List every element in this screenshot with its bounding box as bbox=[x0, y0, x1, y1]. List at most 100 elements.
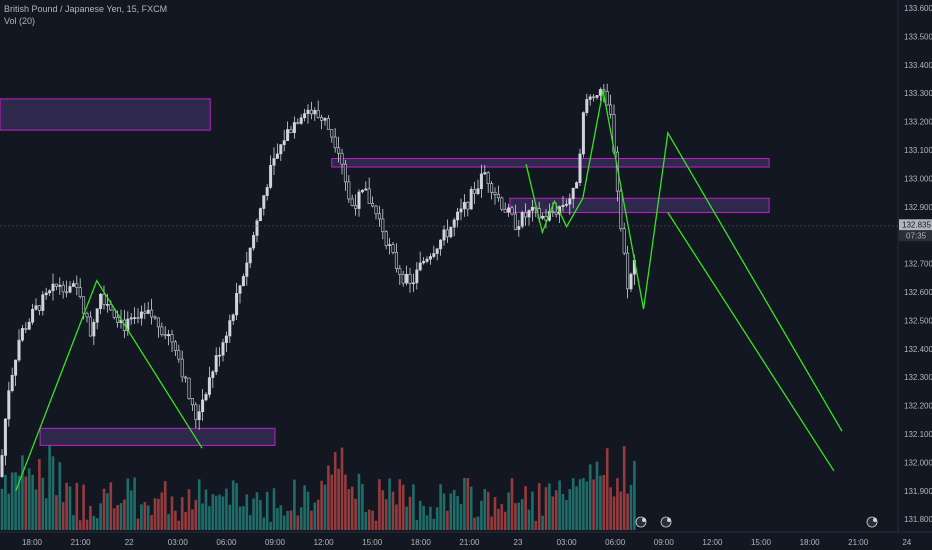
volume-bar bbox=[191, 509, 194, 530]
candle-body bbox=[51, 283, 55, 292]
volume-bar bbox=[7, 493, 11, 530]
volume-bar bbox=[571, 478, 575, 530]
price-axis[interactable]: 133.600 133.500 133.400 133.300 133.200 133.1… bbox=[904, 4, 932, 524]
volume-bar bbox=[58, 462, 62, 530]
candle-body bbox=[245, 262, 249, 277]
price-tick-label: 131.800 bbox=[904, 515, 932, 524]
economic-event-icon[interactable] bbox=[866, 516, 878, 528]
volume-bar bbox=[327, 465, 330, 530]
time-tick-label: 09:00 bbox=[654, 538, 675, 547]
zone-rectangle[interactable] bbox=[0, 98, 211, 131]
candle-body bbox=[150, 309, 154, 318]
projection-line[interactable] bbox=[525, 90, 843, 432]
candle-body bbox=[629, 273, 633, 290]
volume-bar bbox=[544, 487, 548, 530]
candle-body bbox=[306, 109, 310, 114]
volume-bar bbox=[303, 485, 306, 530]
zone-rectangle[interactable] bbox=[509, 197, 770, 213]
candle-body bbox=[24, 328, 28, 330]
price-tick-label: 132.600 bbox=[904, 288, 932, 297]
zone-rectangle[interactable] bbox=[331, 158, 770, 168]
candle-body bbox=[456, 211, 460, 221]
volume-bar bbox=[72, 515, 75, 530]
time-tick-label: 06:00 bbox=[216, 538, 237, 547]
volume-bar bbox=[364, 512, 368, 530]
volume-bar bbox=[31, 474, 34, 530]
candle-body bbox=[507, 207, 511, 213]
volume-bar bbox=[153, 498, 157, 530]
bar-countdown-label: 07:35 bbox=[906, 231, 927, 240]
candle-body bbox=[323, 118, 327, 121]
candle-body bbox=[445, 229, 449, 238]
candle-body bbox=[619, 190, 623, 230]
current-price-label: 132.835 bbox=[902, 220, 931, 229]
volume-bar bbox=[286, 510, 289, 530]
volume-bar bbox=[157, 498, 160, 530]
volume-bar bbox=[310, 510, 313, 530]
candle-body bbox=[275, 153, 279, 159]
volume-bar bbox=[21, 455, 24, 530]
volume-bar bbox=[347, 489, 351, 530]
candle-body bbox=[405, 273, 409, 284]
volume-bar bbox=[150, 515, 153, 530]
volume-bar bbox=[92, 515, 96, 530]
candle-body bbox=[503, 208, 507, 213]
economic-event-icon[interactable] bbox=[635, 516, 647, 528]
candle-body bbox=[326, 118, 330, 130]
candle-body bbox=[296, 122, 300, 124]
candle-body bbox=[14, 359, 18, 376]
candle-body bbox=[354, 205, 358, 209]
projection-line[interactable] bbox=[15, 279, 203, 492]
volume-bar bbox=[228, 504, 232, 530]
volume-bar bbox=[211, 494, 215, 530]
candle-body bbox=[136, 317, 140, 319]
volume-bar bbox=[531, 491, 534, 530]
volume-bar bbox=[371, 510, 374, 530]
candle-body bbox=[17, 339, 21, 361]
time-tick-label: 22 bbox=[125, 538, 134, 547]
volume-bar bbox=[34, 489, 38, 530]
volume-bar bbox=[296, 515, 300, 530]
volume-bar bbox=[456, 496, 459, 530]
volume-bar bbox=[146, 505, 150, 530]
candle-body bbox=[394, 252, 398, 269]
economic-event-icon[interactable] bbox=[660, 516, 672, 528]
time-axis[interactable]: 18:00 21:00 22 03:00 06:00 09:00 12:00 15:00 18:… bbox=[22, 538, 912, 547]
candle-body bbox=[272, 158, 276, 166]
volume-bar bbox=[68, 486, 72, 530]
volume-bar bbox=[381, 490, 385, 530]
volume-bar bbox=[418, 500, 422, 530]
zone-rectangle[interactable] bbox=[39, 427, 276, 446]
projection-line[interactable] bbox=[667, 212, 835, 472]
volume-bar bbox=[602, 474, 606, 530]
volume-bar bbox=[44, 498, 48, 530]
volume-bar bbox=[282, 515, 286, 530]
volume-bar bbox=[435, 507, 439, 530]
candle-body bbox=[371, 203, 375, 207]
candle-body bbox=[95, 308, 99, 323]
volume-bar bbox=[194, 499, 198, 530]
volume-bar bbox=[537, 483, 541, 530]
time-tick-label: 12:00 bbox=[702, 538, 723, 547]
volume-bars bbox=[0, 444, 636, 530]
volume-bar bbox=[483, 489, 487, 530]
candle-body bbox=[0, 455, 4, 477]
candle-body bbox=[153, 316, 157, 319]
price-tick-label: 133.100 bbox=[904, 146, 932, 155]
price-tick-label: 133.000 bbox=[904, 174, 932, 183]
candle-body bbox=[347, 181, 351, 200]
volume-bar bbox=[463, 477, 466, 530]
volume-bar bbox=[578, 479, 582, 530]
volume-bar bbox=[163, 481, 167, 530]
candle-body bbox=[190, 398, 194, 406]
candle-body bbox=[146, 309, 150, 314]
candle-body bbox=[483, 172, 487, 175]
candle-body bbox=[527, 210, 531, 218]
price-tick-label: 133.200 bbox=[904, 118, 932, 127]
candle-body bbox=[469, 189, 473, 210]
volume-bar bbox=[252, 498, 255, 530]
volume-bar bbox=[218, 494, 221, 530]
volume-indicator-label[interactable]: Vol (20) bbox=[4, 16, 36, 26]
candle-body bbox=[418, 262, 422, 271]
